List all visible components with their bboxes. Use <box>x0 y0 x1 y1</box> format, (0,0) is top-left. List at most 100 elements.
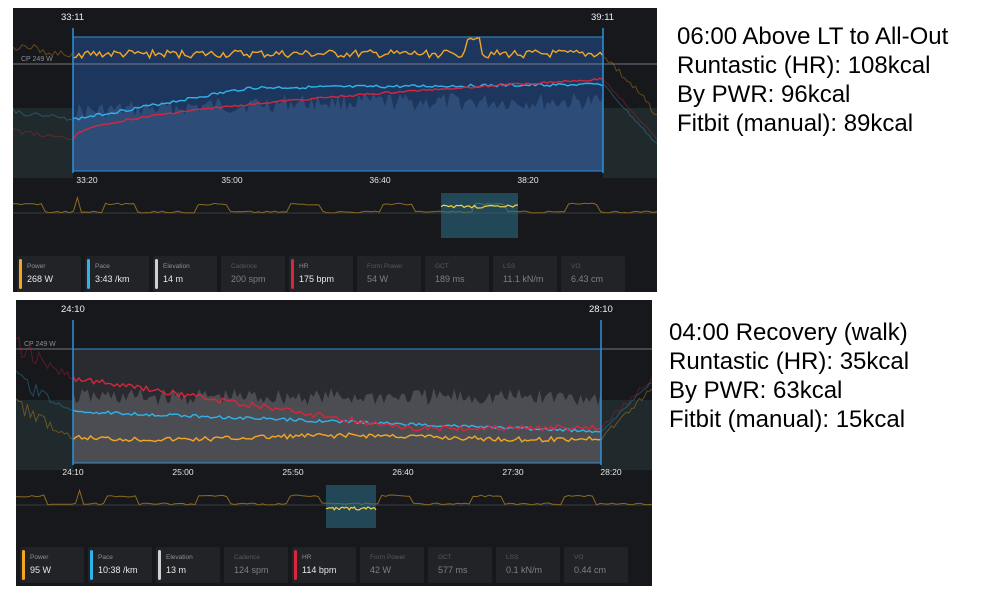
metric-value: 189 ms <box>435 274 465 284</box>
calorie-note-top: 06:00 Above LT to All-Out Runtastic (HR)… <box>677 22 948 138</box>
x-tick-label: 36:40 <box>369 175 391 185</box>
hr-series-tail-left <box>13 127 74 141</box>
metrics-bar-bottom: Power 95 W Pace 10:38 /km Elevation 13 m Caden… <box>16 547 652 583</box>
metric-label: GCT <box>438 554 452 561</box>
metric-label: Elevation <box>166 554 193 561</box>
metric-card-lss[interactable]: LSS 11.1 kN/m <box>493 256 557 292</box>
metric-color-bar <box>87 259 90 289</box>
metric-value: 0.1 kN/m <box>506 565 543 575</box>
metric-card-elevation[interactable]: Elevation 14 m <box>153 256 217 292</box>
pace-series-tail-right <box>600 382 652 432</box>
metric-label: Pace <box>95 263 110 270</box>
note-line: 06:00 Above LT to All-Out <box>677 23 949 50</box>
outside-shade-right <box>601 400 652 470</box>
window-end-label: 28:10 <box>589 304 613 315</box>
metric-label: VO <box>574 554 584 561</box>
x-tick-label: 24:10 <box>62 467 84 477</box>
power-series-tail-left <box>16 398 74 440</box>
metric-card-vo[interactable]: VO 0.44 cm <box>564 547 628 583</box>
metric-color-bar <box>155 259 158 289</box>
metric-value: 175 bpm <box>299 274 335 284</box>
overview-window-highlight <box>326 485 376 528</box>
metric-card-gct[interactable]: GCT 577 ms <box>428 547 492 583</box>
metric-card-elevation[interactable]: Elevation 13 m <box>156 547 220 583</box>
metric-color-bar <box>19 259 22 289</box>
x-tick-label: 25:00 <box>172 467 194 477</box>
metric-label: GCT <box>435 263 449 270</box>
metric-card-lss[interactable]: LSS 0.1 kN/m <box>496 547 560 583</box>
outside-shade-left <box>16 400 73 470</box>
metric-value: 114 bpm <box>302 565 337 575</box>
power-series-line <box>72 432 602 443</box>
metric-value: 6.43 cm <box>571 274 604 284</box>
metric-value: 0.44 cm <box>574 565 607 575</box>
window-start-label: 24:10 <box>61 304 85 315</box>
metric-label: Pace <box>98 554 113 561</box>
metric-label: VO <box>571 263 581 270</box>
metric-value: 200 spm <box>231 274 266 284</box>
outside-shade-left <box>13 108 73 178</box>
metric-value: 10:38 /km <box>98 565 138 575</box>
x-tick-label: 26:40 <box>392 467 414 477</box>
metric-label: Cadence <box>234 554 261 561</box>
x-tick-label: 38:20 <box>517 175 539 185</box>
note-line: Fitbit (manual): 15kcal <box>669 406 906 433</box>
metric-color-bar <box>90 550 93 580</box>
metric-card-pace[interactable]: Pace 3:43 /km <box>85 256 149 292</box>
selection-frame <box>72 348 602 464</box>
metric-label: Cadence <box>231 263 258 270</box>
pace-series-tail-right <box>602 83 657 144</box>
hr-series-tail-right <box>600 377 652 430</box>
metric-color-bar <box>22 550 25 580</box>
metric-label: LSS <box>503 263 516 270</box>
metric-card-cadence[interactable]: Cadence 200 spm <box>221 256 285 292</box>
metric-value: 3:43 /km <box>95 274 130 284</box>
metric-card-hr[interactable]: HR 175 bpm <box>289 256 353 292</box>
metric-value: 95 W <box>30 565 52 575</box>
power-series-tail-left <box>13 44 74 58</box>
hr-series-tail-right <box>602 79 657 140</box>
pace-series-line <box>72 82 604 121</box>
power-series-tail-right <box>602 56 657 116</box>
metric-card-gct[interactable]: GCT 189 ms <box>425 256 489 292</box>
x-tick-label: 35:00 <box>221 175 243 185</box>
chart-panel-bottom: CP 249 W 24:10 28:10 24:10 25:00 25:50 26:40 27… <box>16 300 652 586</box>
chart-canvas-top[interactable]: CP 249 W 33:11 39:11 33:20 35:00 36:40 38:20 <box>13 8 657 253</box>
metric-card-cadence[interactable]: Cadence 124 spm <box>224 547 288 583</box>
x-tick-label: 33:20 <box>76 175 98 185</box>
overview-window-line <box>440 204 519 209</box>
calorie-note-bottom: 04:00 Recovery (walk) Runtastic (HR): 35… <box>669 318 909 434</box>
metric-card-form-power[interactable]: Form Power 42 W <box>360 547 424 583</box>
note-line: Fitbit (manual): 89kcal <box>677 110 914 137</box>
metric-label: HR <box>299 263 309 270</box>
x-tick-label: 27:30 <box>502 467 524 477</box>
metric-color-bar <box>294 550 297 580</box>
metric-card-hr[interactable]: HR 114 bpm <box>292 547 356 583</box>
metric-value: 577 ms <box>438 565 468 575</box>
metric-card-vo[interactable]: VO 6.43 cm <box>561 256 625 292</box>
metrics-bar-top: Power 268 W Pace 3:43 /km Elevation 14 m Caden… <box>13 256 657 292</box>
hr-series-tail-left <box>16 336 74 380</box>
metric-label: Elevation <box>163 263 190 270</box>
cadence-area <box>73 388 601 463</box>
metric-label: Power <box>27 263 46 270</box>
metric-card-pace[interactable]: Pace 10:38 /km <box>88 547 152 583</box>
metric-value: 54 W <box>367 274 389 284</box>
note-line: Runtastic (HR): 108kcal <box>677 52 931 79</box>
note-line: Runtastic (HR): 35kcal <box>669 348 910 375</box>
metric-value: 14 m <box>163 274 184 284</box>
note-line: By PWR: 63kcal <box>669 377 843 404</box>
hr-series-line <box>72 375 602 433</box>
overview-power-line <box>13 195 657 214</box>
metric-card-power[interactable]: Power 268 W <box>17 256 81 292</box>
metric-label: Form Power <box>367 263 403 270</box>
metric-card-form-power[interactable]: Form Power 54 W <box>357 256 421 292</box>
metric-label: LSS <box>506 554 519 561</box>
chart-canvas-bottom[interactable]: CP 249 W 24:10 28:10 24:10 25:00 25:50 26:40 27… <box>16 300 652 545</box>
metric-value: 11.1 kN/m <box>503 274 544 284</box>
note-line: 04:00 Recovery (walk) <box>669 319 908 346</box>
metric-label: HR <box>302 554 312 561</box>
power-series-tail-right <box>600 388 652 441</box>
metric-card-power[interactable]: Power 95 W <box>20 547 84 583</box>
window-start-label: 33:11 <box>61 12 84 23</box>
